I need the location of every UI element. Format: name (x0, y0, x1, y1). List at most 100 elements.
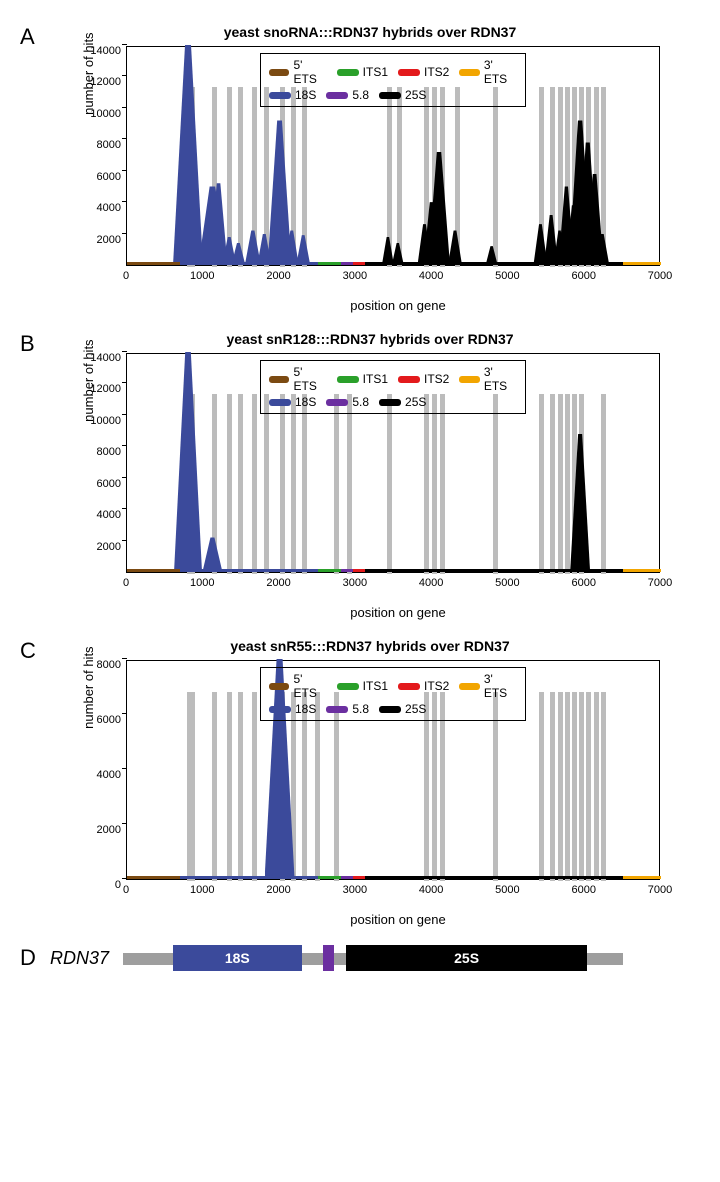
reference-band (579, 692, 584, 881)
schematic-label: RDN37 (50, 948, 109, 969)
legend-label: 3' ETS (484, 672, 517, 700)
legend-item: 18S (269, 88, 316, 102)
reference-band (397, 87, 402, 267)
y-tick-label: 12000 (90, 383, 127, 395)
legend-swatch-icon (379, 706, 401, 713)
baseline-region (180, 569, 317, 572)
legend-swatch-icon (398, 683, 420, 690)
x-axis-label: position on gene (126, 912, 670, 927)
baseline-region (353, 876, 365, 879)
x-tick-label: 3000 (343, 884, 367, 896)
x-tick-label: 6000 (571, 884, 595, 896)
legend-label: ITS2 (424, 679, 449, 693)
legend-label: 5.8 (352, 88, 369, 102)
baseline-region (353, 569, 365, 572)
legend-item: 5.8 (326, 395, 369, 409)
legend-item: 5' ETS (269, 672, 327, 700)
legend-swatch-icon (459, 683, 479, 690)
reference-band (565, 394, 570, 574)
reference-band (565, 692, 570, 881)
baseline-region (180, 876, 317, 879)
reference-band (424, 394, 429, 574)
reference-band (550, 692, 555, 881)
legend-swatch-icon (269, 376, 289, 383)
x-tick-label: 4000 (419, 884, 443, 896)
legend-label: ITS1 (363, 372, 388, 386)
legend-swatch-icon (269, 706, 291, 713)
baseline-region (127, 569, 180, 572)
chart-title: yeast snR55:::RDN37 hybrids over RDN37 (70, 638, 670, 654)
x-tick-label: 7000 (648, 884, 672, 896)
x-tick-label: 1000 (190, 577, 214, 589)
panel-letter: C (20, 638, 36, 664)
x-tick-label: 0 (123, 577, 129, 589)
reference-band (280, 394, 285, 574)
gene-schematic: 18S25S (123, 945, 623, 971)
legend-label: 18S (295, 395, 316, 409)
legend-item: 18S (269, 702, 316, 716)
reference-band (347, 394, 352, 574)
legend-item: 5' ETS (269, 58, 327, 86)
reference-band (190, 692, 195, 881)
x-tick-label: 4000 (419, 577, 443, 589)
y-tick-label: 6000 (97, 171, 127, 183)
x-tick-label: 3000 (343, 270, 367, 282)
chart: yeast snR55:::RDN37 hybrids over RDN375'… (70, 638, 670, 927)
y-axis-label: number of hits (81, 646, 96, 728)
legend-swatch-icon (269, 92, 291, 99)
reference-band (550, 394, 555, 574)
panel-letter: D (20, 945, 36, 971)
x-tick-label: 2000 (266, 884, 290, 896)
y-tick-label: 14000 (90, 45, 127, 57)
reference-band (227, 394, 232, 574)
legend-item: 18S (269, 395, 316, 409)
reference-band (493, 87, 498, 267)
legend-swatch-icon (459, 376, 479, 383)
reference-band (252, 692, 257, 881)
legend-label: 25S (405, 395, 426, 409)
panel-C: Cyeast snR55:::RDN37 hybrids over RDN375… (20, 638, 700, 927)
legend-label: 5' ETS (293, 365, 326, 393)
y-tick-label: 6000 (97, 714, 127, 726)
schematic-block-5.8 (323, 945, 334, 971)
legend-label: ITS1 (363, 65, 388, 79)
plot-area: 5' ETSITS1ITS23' ETS18S5.825Snumber of h… (126, 660, 660, 880)
chart: yeast snoRNA:::RDN37 hybrids over RDN375… (70, 24, 670, 313)
reference-band (227, 692, 232, 881)
x-tick-label: 1000 (190, 884, 214, 896)
schematic-block-25S: 25S (346, 945, 587, 971)
data-peak (174, 352, 202, 572)
chart-legend: 5' ETSITS1ITS23' ETS18S5.825S (260, 360, 526, 414)
legend-swatch-icon (337, 376, 359, 383)
y-tick-label: 8000 (97, 446, 127, 458)
plot-area: 5' ETSITS1ITS23' ETS18S5.825Snumber of h… (126, 353, 660, 573)
legend-item: 25S (379, 395, 426, 409)
data-peak (173, 45, 203, 265)
legend-item: 25S (379, 702, 426, 716)
legend-label: 5.8 (352, 395, 369, 409)
panel-D: D RDN37 18S25S (20, 945, 700, 971)
x-axis-label: position on gene (126, 605, 670, 620)
data-peak (202, 537, 222, 572)
baseline-region (341, 876, 353, 879)
x-tick-label: 5000 (495, 577, 519, 589)
legend-label: ITS1 (363, 679, 388, 693)
baseline-region (353, 262, 365, 265)
legend-label: 3' ETS (484, 365, 517, 393)
y-tick-label: 12000 (90, 76, 127, 88)
legend-swatch-icon (269, 399, 291, 406)
reference-band (558, 394, 563, 574)
baseline-region (127, 262, 180, 265)
y-tick-label: 8000 (97, 139, 127, 151)
baseline-region (341, 569, 353, 572)
reference-band (594, 692, 599, 881)
legend-label: 25S (405, 88, 426, 102)
x-axis-label: position on gene (126, 298, 670, 313)
reference-band (291, 394, 296, 574)
y-tick-label: 2000 (97, 541, 127, 553)
legend-item: 25S (379, 88, 426, 102)
legend-item: 5.8 (326, 88, 369, 102)
x-tick-label: 0 (123, 884, 129, 896)
reference-band (601, 394, 606, 574)
x-tick-label: 6000 (571, 577, 595, 589)
